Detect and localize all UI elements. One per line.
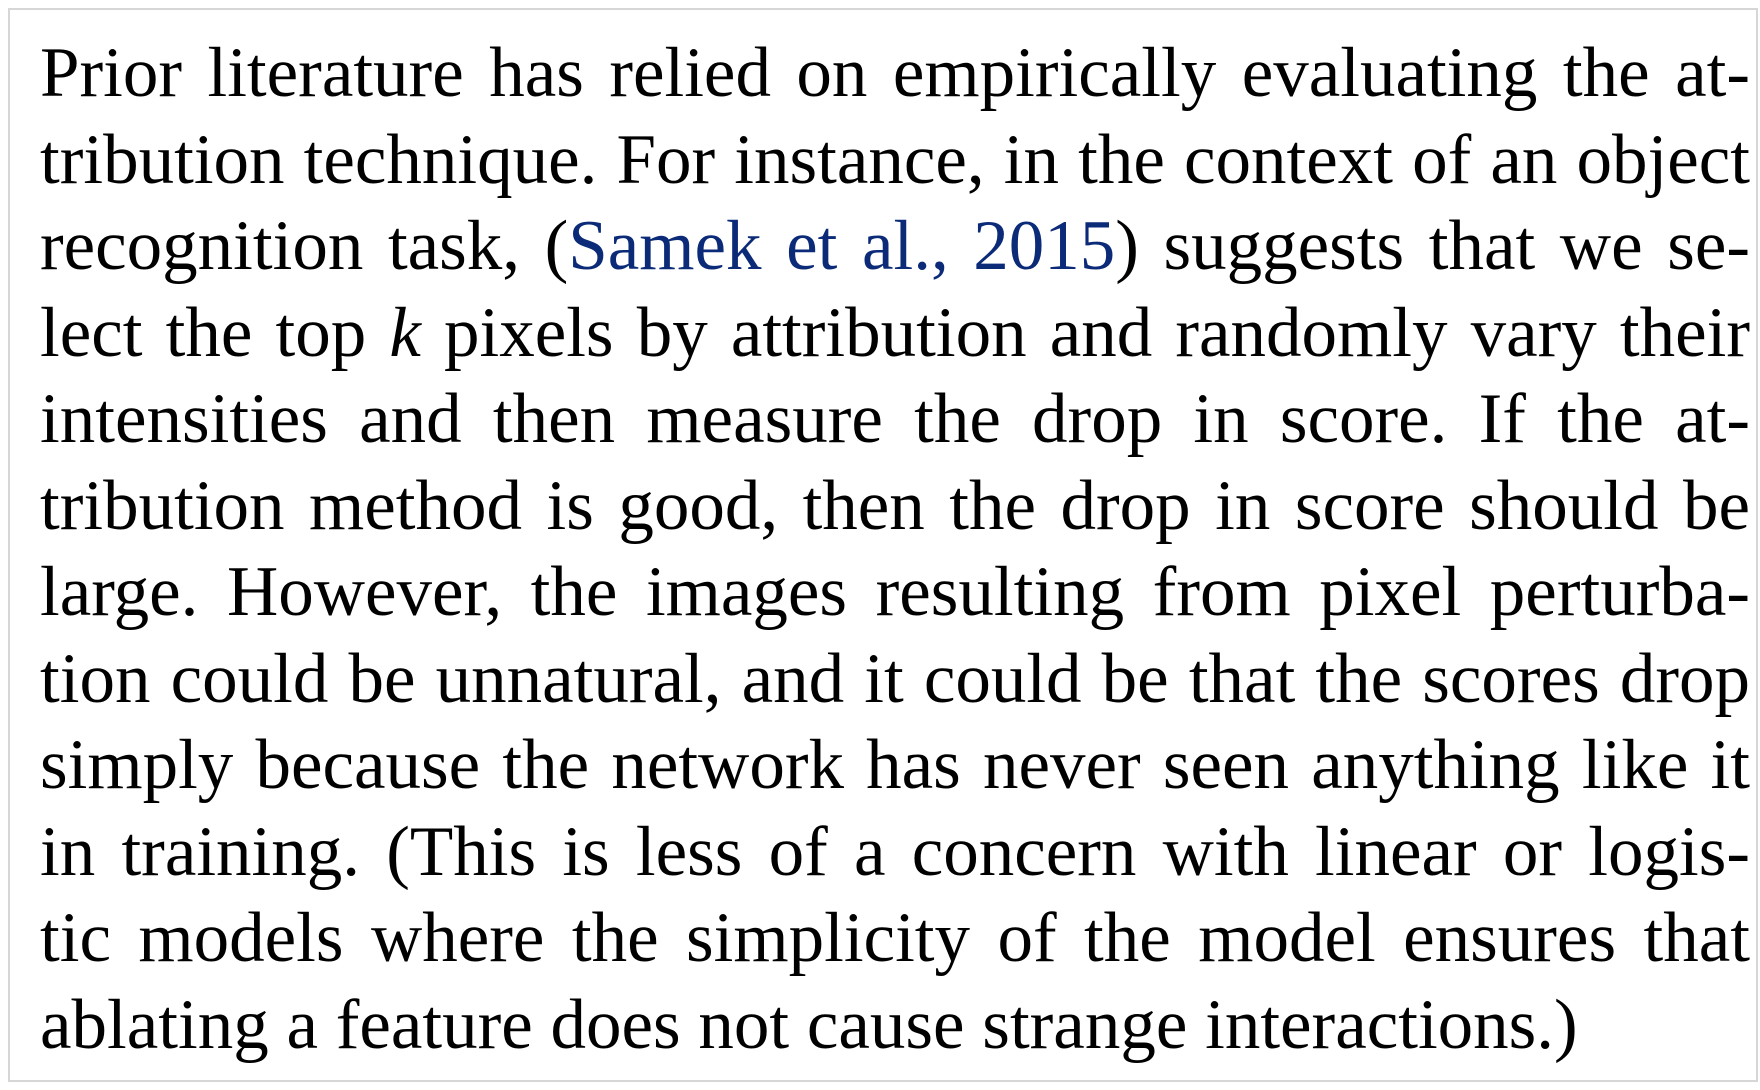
text-run: ) suggests that we se- — [1115, 207, 1750, 285]
citation-authors[interactable]: Samek et al. — [568, 207, 931, 285]
text-line: tic models where the simplicity of the m… — [40, 899, 1750, 977]
math-variable: k — [389, 293, 421, 372]
text-line: intensities and then measure the drop in… — [40, 380, 1750, 458]
body-paragraph: Prior literature has relied on empirical… — [40, 30, 1750, 1068]
text-line: Prior literature has relied on empirical… — [40, 34, 1750, 112]
citation-year[interactable]: 2015 — [973, 207, 1116, 285]
citation-separator: , — [930, 207, 974, 285]
text-line: tion could be unnatural, and it could be… — [40, 639, 1750, 718]
citation-link[interactable]: Samek et al., 2015 — [568, 207, 1115, 285]
text-line: simply because the network has never see… — [40, 726, 1750, 804]
text-line: large. However, the images resulting fro… — [40, 553, 1750, 631]
text-run: recognition task, ( — [40, 207, 569, 285]
text-run: pixels by attribution and randomly vary … — [420, 293, 1750, 372]
text-line: tribution technique. For instance, in th… — [40, 120, 1750, 199]
text-frame: Prior literature has relied on empirical… — [8, 8, 1758, 1082]
text-line: in training. (This is less of a concern … — [40, 812, 1750, 891]
text-run: lect the top — [40, 293, 390, 372]
text-line: ablating a feature does not cause strang… — [40, 985, 1578, 1064]
text-line: recognition task, (Samek et al., 2015) s… — [40, 203, 1750, 290]
text-line: lect the top k pixels by attribution and… — [40, 290, 1750, 377]
text-line: tribution method is good, then the drop … — [40, 466, 1750, 545]
